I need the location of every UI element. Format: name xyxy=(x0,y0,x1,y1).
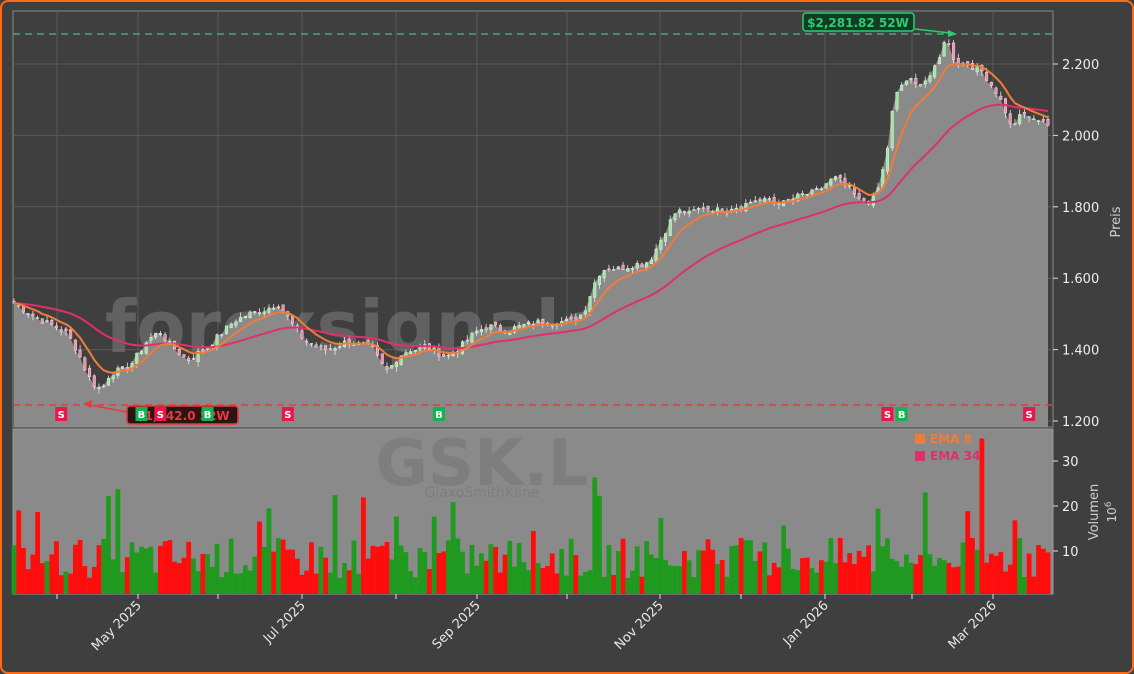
price-y-axis: 1.200 1.400 1.600 1.800 2.000 2.200 xyxy=(1053,58,1099,430)
svg-text:S: S xyxy=(157,410,164,421)
volume-unit-label: 106 xyxy=(1104,501,1119,522)
x-tick-label: Nov 2025 xyxy=(612,598,667,653)
x-tick-label: Sep 2025 xyxy=(430,598,484,652)
legend-swatch-ema8 xyxy=(915,434,925,444)
svg-text:30: 30 xyxy=(1062,455,1079,470)
buy-signal-marker: B xyxy=(895,407,908,421)
svg-text:S: S xyxy=(1026,410,1033,421)
legend-ema8: EMA 8 xyxy=(930,432,972,446)
x-tick-label: May 2025 xyxy=(89,598,145,654)
svg-text:20: 20 xyxy=(1062,500,1079,515)
x-tick-label: Jan 2026 xyxy=(780,598,832,650)
x-axis: May 2025 Jul 2025 Sep 2025 Nov 2025 Jan 2026… xyxy=(56,594,1000,654)
svg-text:10: 10 xyxy=(1062,545,1079,560)
price-axis-label: Preis xyxy=(1109,206,1124,237)
high-52w-annotation: $2,281.82 52W xyxy=(802,12,957,37)
svg-text:S: S xyxy=(284,410,291,421)
buy-signal-marker: B xyxy=(135,407,148,421)
svg-text:B: B xyxy=(898,410,906,421)
x-tick-label: Mar 2026 xyxy=(946,598,1000,652)
ema8-line xyxy=(13,63,1049,374)
svg-text:1.200: 1.200 xyxy=(1062,415,1099,430)
sell-signal-marker: S xyxy=(154,407,167,421)
svg-text:1.800: 1.800 xyxy=(1062,201,1099,216)
svg-text:B: B xyxy=(204,410,212,421)
ema34-line xyxy=(13,103,1049,350)
sell-signal-marker: S xyxy=(881,407,894,421)
svg-text:B: B xyxy=(435,410,443,421)
svg-text:1.400: 1.400 xyxy=(1062,344,1099,359)
svg-text:1.600: 1.600 xyxy=(1062,272,1099,287)
sell-signal-marker: S xyxy=(55,407,68,421)
svg-text:S: S xyxy=(58,410,65,421)
volume-bars xyxy=(11,438,1051,594)
arrow-icon xyxy=(83,400,92,408)
watermark-ticker: GSK.L xyxy=(375,427,588,501)
svg-text:2.200: 2.200 xyxy=(1062,58,1099,73)
buy-signal-marker: B xyxy=(201,407,214,421)
volume-y-axis: 10 20 30 xyxy=(1053,455,1079,560)
legend: EMA 8 EMA 34 xyxy=(915,432,980,463)
svg-text:$1,242.0 52W: $1,242.0 52W xyxy=(136,409,229,423)
svg-text:$2,281.82 52W: $2,281.82 52W xyxy=(807,16,909,30)
watermark-company: GlaxoSmithKline xyxy=(425,485,540,501)
arrow-icon xyxy=(948,30,957,37)
x-tick-label: Jul 2025 xyxy=(260,598,309,647)
svg-text:2.000: 2.000 xyxy=(1062,129,1099,144)
svg-text:B: B xyxy=(138,410,146,421)
sell-signal-marker: S xyxy=(1023,407,1036,421)
sell-signal-marker: S xyxy=(281,407,294,421)
volume-axis-label: Volumen xyxy=(1087,484,1102,541)
svg-text:S: S xyxy=(884,410,891,421)
legend-ema34: EMA 34 xyxy=(930,449,980,463)
buy-signal-marker: B xyxy=(432,407,445,421)
legend-swatch-ema34 xyxy=(915,451,925,461)
